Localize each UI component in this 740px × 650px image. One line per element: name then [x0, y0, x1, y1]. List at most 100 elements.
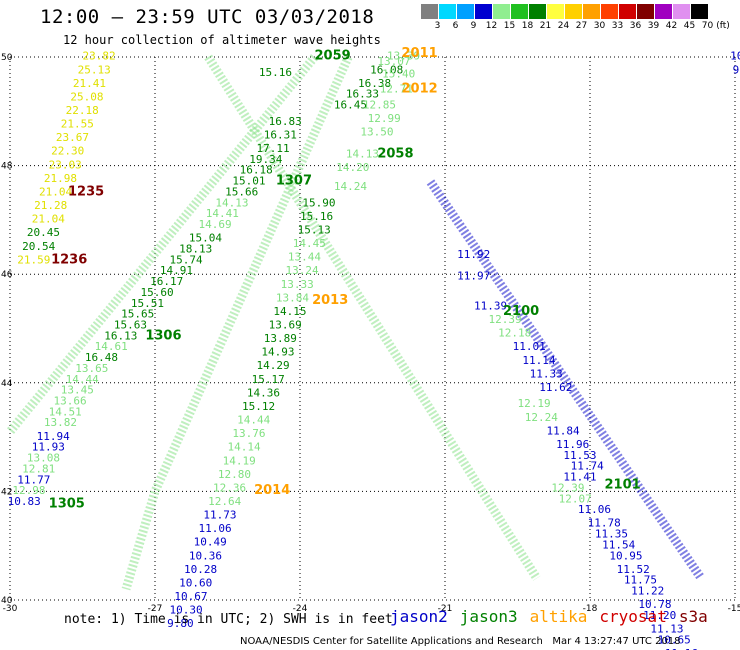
wave-height-value: 14.69 [199, 218, 232, 231]
wave-height-value: 12.85 [363, 99, 396, 112]
axis-labels: 50 48 46 44 42 40-30 -27 -24 -21 -18 -15 [1, 53, 740, 614]
wave-height-value: 22.18 [66, 104, 99, 117]
wave-height-value: 11.77 [17, 473, 50, 486]
pass-number-label: 2058 [377, 146, 413, 161]
pass-number-label: 2014 [254, 483, 290, 498]
wave-height-value: 16.13 [104, 329, 137, 342]
pass-number-label: 2059 [315, 49, 351, 64]
wave-height-value: 11.54 [602, 538, 635, 551]
wave-height-value: 13.66 [54, 395, 87, 408]
wave-height-value: 15.16 [300, 210, 333, 223]
wave-height-value: 15.66 [225, 185, 258, 198]
wave-height-value: 23.67 [56, 131, 89, 144]
wave-height-value: 10.65 [658, 633, 691, 646]
lon-label: -18 [583, 604, 598, 614]
wave-height-value: 10.78 [638, 598, 671, 611]
scale-label: 18 [521, 21, 534, 31]
wave-height-value: 16.33 [346, 88, 379, 101]
scale-label: 12 [485, 21, 498, 31]
wave-height-value: 14.51 [49, 405, 82, 418]
wave-height-value: 11.14 [522, 354, 555, 367]
wave-height-value: 10 [730, 50, 740, 63]
wave-height-value: 22.30 [51, 145, 84, 158]
wave-height-value: 23.82 [83, 50, 116, 63]
wave-height-value: 21.28 [34, 199, 67, 212]
wave-height-value: 15.17 [252, 373, 285, 386]
wave-height-value: 11.62 [539, 381, 572, 394]
wave-height-value: 13.07 [377, 55, 410, 68]
wave-height-value: 14.61 [95, 340, 128, 353]
wave-height-value: 14.44 [237, 414, 270, 427]
scale-label: 24 [557, 21, 570, 31]
wave-height-value: 20.45 [27, 226, 60, 239]
scale-swatch [655, 4, 672, 19]
page-title: 12:00 – 23:59 UTC 03/03/2018 [40, 6, 375, 28]
wave-height-value: 10.30 [170, 604, 203, 617]
wave-height-value: 16.17 [150, 275, 183, 288]
wave-height-value: 11.01 [513, 340, 546, 353]
wave-height-value: 11.22 [631, 585, 664, 598]
wave-height-value: 19.34 [249, 153, 282, 166]
wave-height-value: 12.39 [551, 481, 584, 494]
wave-height-value: 15.16 [259, 66, 292, 79]
scale-label: 9 [470, 21, 477, 31]
wave-height-value: 14.13 [346, 147, 379, 160]
wave-height-value: 11.74 [571, 460, 604, 473]
pass-number-label: 2100 [503, 304, 539, 319]
legend-jason2: jason2 [390, 607, 448, 626]
wave-height-value: 11.06 [578, 503, 611, 516]
wave-height-value: 11.84 [547, 424, 580, 437]
wave-height-value: 13.45 [61, 384, 94, 397]
wave-height-values: 23.8225.1321.4125.0822.1821.5523.6722.30… [8, 50, 740, 650]
pass-number-label: 1307 [276, 174, 312, 189]
wave-height-value: 18.13 [179, 242, 212, 255]
wave-height-value: 10.60 [179, 576, 212, 589]
wave-height-value: 13.08 [27, 452, 60, 465]
wave-height-value: 14.36 [247, 386, 280, 399]
wave-height-value: 15.04 [189, 232, 222, 245]
scale-swatch [565, 4, 582, 19]
scale-label: 6 [452, 21, 459, 31]
scale-label: 21 [539, 21, 552, 31]
wave-height-value: 21.41 [73, 77, 106, 90]
wave-height-value: 11.53 [563, 449, 596, 462]
footer-credit: NOAA/NESDIS Center for Satellite Applica… [240, 636, 543, 647]
wave-height-value: 14.45 [293, 237, 326, 250]
legend-cryosat: cryosat [599, 607, 667, 626]
wave-height-value: 11.06 [199, 522, 232, 535]
wave-height-value: 12.81 [22, 462, 55, 475]
wave-height-value: 16.45 [334, 99, 367, 112]
lat-label: 46 [1, 270, 13, 280]
wave-height-value: 9 [733, 63, 740, 76]
lat-label: 42 [1, 487, 12, 497]
wave-height-value: 14.29 [257, 359, 290, 372]
wave-height-value: 16.83 [269, 115, 302, 128]
pass-number-label: 2013 [312, 293, 348, 308]
wave-height-value: 16.08 [370, 63, 403, 76]
wave-height-value: 15.60 [141, 286, 174, 299]
wave-height-value: 10.95 [609, 549, 642, 562]
wave-height-value: 12.07 [559, 492, 592, 505]
wave-height-value: 14.91 [160, 264, 193, 277]
scale-swatch [547, 4, 564, 19]
footer: NOAA/NESDIS Center for Satellite Applica… [240, 636, 681, 647]
wave-height-value: 11.35 [595, 528, 628, 541]
wave-height-value: 14.19 [223, 454, 256, 467]
wave-height-value: 12.19 [518, 397, 551, 410]
wave-height-value: 14.20 [336, 161, 369, 174]
wave-height-value: 25.08 [70, 90, 103, 103]
scale-unit: (ft) [716, 21, 730, 31]
pass-number-label: 2012 [402, 81, 438, 96]
lat-label: 48 [1, 162, 13, 172]
wave-height-value: 13.76 [232, 427, 265, 440]
scale-swatch [601, 4, 618, 19]
wave-height-value: 16.38 [358, 77, 391, 90]
wave-height-value: 13.65 [75, 362, 108, 375]
wave-height-value: 10.49 [194, 536, 227, 549]
wave-height-value: 20.54 [22, 240, 55, 253]
ground-track [6, 54, 318, 435]
satellite-ground-tracks [6, 54, 705, 591]
wave-height-value: 15.12 [242, 400, 275, 413]
lat-label: 44 [1, 379, 13, 389]
